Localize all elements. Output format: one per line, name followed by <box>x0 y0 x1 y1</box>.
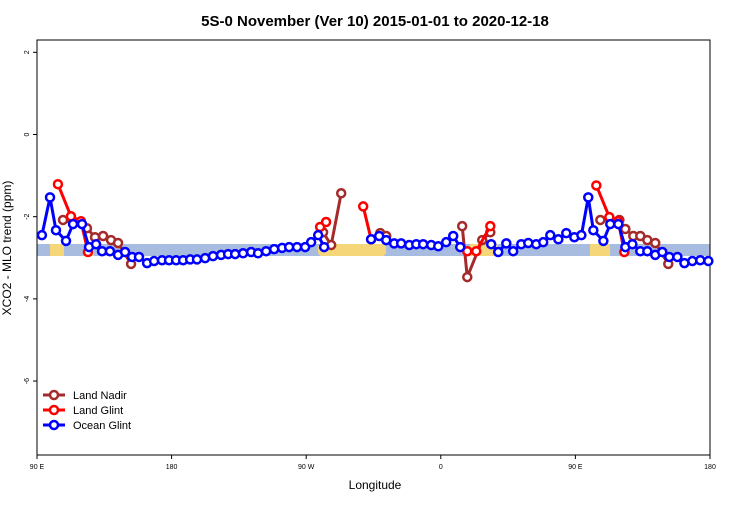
data-point <box>627 238 638 250</box>
data-point <box>454 241 466 253</box>
legend-marker <box>48 404 60 416</box>
data-point <box>291 241 303 253</box>
data-point <box>672 251 683 263</box>
data-point <box>591 180 602 191</box>
data-point <box>318 241 330 253</box>
legend-marker <box>48 389 60 401</box>
legend-label: Land Glint <box>73 405 123 417</box>
x-tick-label: 90 E <box>30 464 45 471</box>
data-point <box>191 254 203 265</box>
data-point <box>440 236 452 248</box>
data-point <box>553 234 564 245</box>
data-point <box>456 220 468 232</box>
data-point <box>207 250 219 262</box>
y-tick-label: -6 <box>24 378 31 384</box>
data-point <box>485 220 496 232</box>
data-point <box>595 214 606 226</box>
data-point <box>260 245 272 257</box>
data-point <box>501 238 512 249</box>
data-point <box>507 245 519 257</box>
data-point <box>604 218 616 230</box>
x-tick-label: 180 <box>704 464 716 471</box>
data-point <box>523 237 534 249</box>
data-point <box>312 229 324 241</box>
data-point <box>485 238 497 250</box>
y-tick-label: 2 <box>24 50 31 54</box>
data-point <box>447 230 459 242</box>
data-point <box>52 178 64 190</box>
legend: Land Nadir Land Glint Ocean Glint <box>43 389 131 432</box>
data-point <box>112 237 124 249</box>
data-point <box>237 248 249 259</box>
data-point <box>576 229 587 241</box>
data-point <box>561 227 572 239</box>
data-point <box>320 216 332 228</box>
data-point <box>417 238 429 250</box>
data-point <box>57 214 69 226</box>
data-point <box>613 218 624 230</box>
y-tick-label: -4 <box>24 296 31 302</box>
y-tick-label: -2 <box>24 213 31 219</box>
data-point <box>598 235 609 247</box>
data-point <box>470 245 482 257</box>
land-strip <box>50 244 64 256</box>
data-point <box>104 245 116 257</box>
plot-frame <box>36 39 711 456</box>
data-point <box>433 241 444 252</box>
data-point <box>67 218 79 230</box>
data-point <box>76 218 88 230</box>
data-point <box>695 254 706 266</box>
data-point <box>462 271 473 283</box>
data-point <box>335 188 347 199</box>
data-point <box>97 230 109 242</box>
legend-label: Land Nadir <box>73 390 127 402</box>
x-tick-label: 90 E <box>568 464 583 471</box>
y-axis-label: XCO2 - MLO trend (ppm) <box>0 181 14 316</box>
data-point <box>357 201 369 212</box>
chart-title: 5S-0 November (Ver 10) 2015-01-01 to 202… <box>201 13 549 30</box>
data-point <box>50 224 62 236</box>
x-tick-label: 180 <box>166 464 178 471</box>
data-point <box>650 237 661 249</box>
data-point <box>664 251 675 263</box>
data-point <box>588 224 599 236</box>
data-point <box>36 229 48 241</box>
x-tick-label: 0 <box>439 464 443 471</box>
land-strip <box>590 244 610 256</box>
data-point <box>537 236 549 248</box>
x-axis-label: Longitude <box>349 478 402 492</box>
data-point <box>492 246 504 258</box>
data-point <box>545 229 556 241</box>
data-point <box>657 246 668 258</box>
data-point <box>395 238 407 249</box>
data-point <box>642 245 653 257</box>
data-point <box>305 236 317 248</box>
data-point <box>119 246 131 258</box>
data-point <box>133 251 145 263</box>
legend-label: Ocean Glint <box>73 420 131 432</box>
legend-marker <box>48 419 60 431</box>
series <box>36 192 714 269</box>
data-point <box>703 255 714 267</box>
data-point <box>44 192 56 203</box>
data-point <box>90 238 102 250</box>
x-tick-label: 90 W <box>298 464 315 471</box>
data-point <box>365 234 377 245</box>
data-point <box>60 235 72 247</box>
data-point <box>252 248 264 259</box>
data-point <box>268 243 280 255</box>
y-tick-label: 0 <box>24 132 31 136</box>
data-point <box>583 192 594 203</box>
